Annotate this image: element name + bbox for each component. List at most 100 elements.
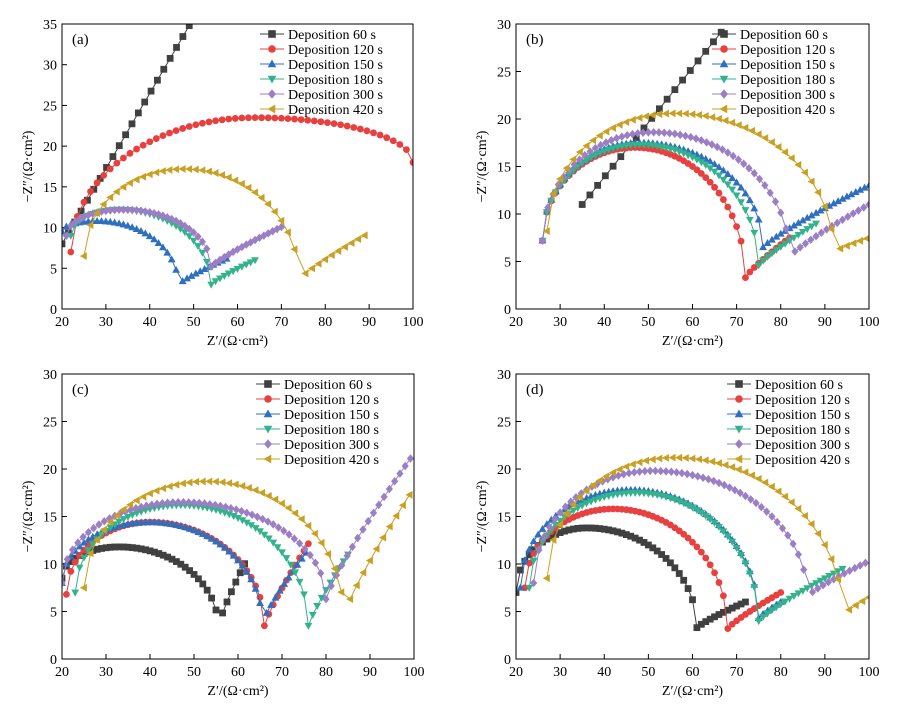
legend-marker (267, 104, 276, 114)
data-point (237, 179, 245, 188)
axes-frame (61, 23, 414, 310)
y-axis-label: −Z″/(Ω·cm²) (475, 130, 490, 202)
data-point (693, 156, 701, 164)
data-point (525, 551, 533, 559)
data-point (631, 534, 639, 542)
data-point (218, 478, 226, 487)
data-point (109, 153, 117, 160)
data-point (630, 468, 638, 477)
data-point (608, 124, 616, 132)
data-point (747, 471, 755, 480)
data-point (794, 550, 802, 559)
data-point (290, 245, 298, 254)
data-point (145, 232, 154, 240)
y-tick-label: 30 (43, 59, 57, 74)
data-point (71, 558, 79, 566)
data-point (145, 170, 153, 179)
data-point (549, 536, 557, 544)
data-point (238, 482, 246, 490)
data-point (165, 482, 173, 491)
data-point (634, 129, 642, 138)
data-point (363, 127, 371, 135)
data-point (251, 486, 259, 495)
data-point (803, 226, 812, 234)
data-point (137, 206, 145, 216)
data-point (223, 598, 231, 606)
x-tick-label: 60 (231, 315, 245, 330)
data-point (591, 152, 600, 160)
data-point (124, 543, 132, 551)
data-point (261, 622, 268, 630)
data-point (517, 566, 524, 574)
data-point (354, 235, 362, 244)
data-point (124, 205, 132, 214)
data-point (609, 162, 617, 170)
data-point (545, 522, 554, 532)
data-point (211, 169, 219, 177)
data-point (186, 567, 193, 574)
data-point (808, 587, 817, 597)
data-point (860, 183, 869, 191)
data-point (327, 581, 335, 591)
data-point (745, 570, 754, 578)
data-point (834, 568, 843, 576)
data-point (556, 517, 565, 525)
data-point (63, 591, 70, 598)
data-point (79, 532, 87, 542)
data-point (734, 465, 742, 474)
legend-marker (719, 104, 728, 114)
data-point (679, 500, 688, 508)
data-point (284, 573, 293, 581)
data-point (602, 138, 610, 147)
data-point (759, 243, 768, 251)
data-point (653, 547, 661, 555)
y-tick-label: 0 (50, 303, 57, 318)
data-point (115, 219, 123, 227)
data-point (133, 145, 140, 153)
data-point (158, 167, 166, 175)
data-point (409, 159, 413, 166)
data-point (602, 127, 610, 136)
data-point (242, 519, 251, 527)
data-point (269, 520, 277, 529)
data-point (296, 539, 304, 548)
data-point (750, 169, 758, 178)
data-point (205, 477, 213, 486)
x-tick-label: 80 (319, 665, 333, 680)
data-point (683, 469, 691, 479)
data-point (648, 111, 656, 119)
data-point (103, 164, 110, 171)
data-point (68, 545, 77, 554)
data-point (224, 270, 233, 278)
data-point (67, 567, 75, 575)
data-point (291, 115, 298, 123)
data-point (225, 547, 234, 555)
panel-c: 20 30 40 50 60 70 80 90 100 0 5 10 15 20 25 30 Z′/(Ω·cm²… (21, 368, 425, 699)
data-point (547, 197, 556, 205)
data-point (823, 225, 831, 234)
data-point (379, 533, 387, 542)
data-point (827, 225, 835, 233)
data-point (154, 238, 163, 246)
data-point (185, 165, 193, 173)
data-point (628, 460, 636, 469)
data-point (687, 132, 695, 142)
data-point (102, 544, 110, 552)
data-point (273, 544, 282, 552)
data-point (754, 130, 762, 139)
data-point (275, 586, 284, 594)
data-point (787, 154, 795, 163)
data-point (271, 114, 279, 122)
data-point (661, 453, 669, 462)
x-tick-label: 50 (641, 315, 655, 330)
data-point (396, 469, 404, 478)
data-point (139, 172, 147, 181)
data-point (71, 554, 79, 562)
legend-marker (734, 409, 744, 418)
data-point (128, 205, 136, 215)
data-point (264, 200, 272, 208)
data-point (649, 544, 657, 552)
data-point (609, 527, 617, 535)
data-point (695, 111, 703, 119)
legend-marker (720, 45, 728, 53)
